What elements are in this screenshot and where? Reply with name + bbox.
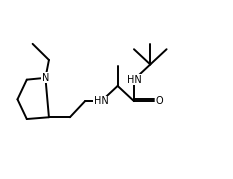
Text: O: O [156,96,163,106]
Text: HN: HN [127,75,141,85]
Text: N: N [42,73,49,83]
Text: HN: HN [94,96,109,106]
